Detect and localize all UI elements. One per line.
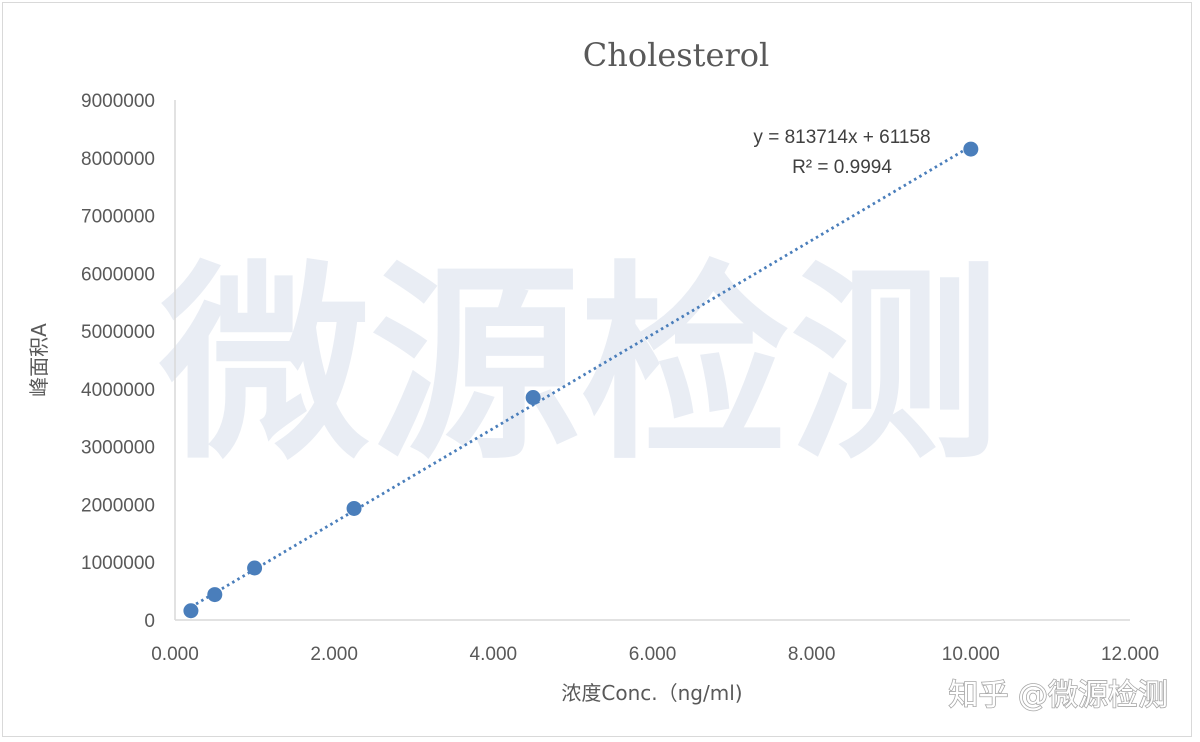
data-point <box>247 560 263 576</box>
x-axis-title: 浓度Conc.（ng/ml) <box>561 681 742 705</box>
y-tick-label: 4000000 <box>81 380 155 401</box>
x-tick-label: 2.000 <box>310 644 358 665</box>
y-tick-label: 7000000 <box>81 207 155 228</box>
x-tick-label: 0.000 <box>151 644 199 665</box>
y-tick-labels: 0 1000000 2000000 3000000 4000000 5000000 6000… <box>81 91 155 632</box>
data-points <box>183 141 979 619</box>
x-tick-label: 4.000 <box>470 644 518 665</box>
y-tick-label: 2000000 <box>81 495 155 516</box>
data-point <box>346 500 362 516</box>
y-tick-label: 3000000 <box>81 438 155 459</box>
x-tick-label: 10.000 <box>942 644 1000 665</box>
y-tick-label: 1000000 <box>81 553 155 574</box>
y-axis-title: 峰面积A <box>27 323 51 397</box>
data-point <box>525 390 541 406</box>
y-tick-label: 9000000 <box>81 91 155 112</box>
data-point <box>963 141 979 157</box>
trendline-equation: y = 813714x + 61158 <box>753 127 930 148</box>
x-tick-labels: 0.000 2.000 4.000 6.000 8.000 10.000 12.000 <box>151 644 1159 665</box>
y-tick-label: 8000000 <box>81 149 155 170</box>
x-tick-label: 8.000 <box>788 644 836 665</box>
data-point <box>183 603 199 619</box>
chart-title: Cholesterol <box>583 36 770 74</box>
x-tick-label: 6.000 <box>629 644 677 665</box>
y-tick-label: 0 <box>144 611 155 632</box>
y-tick-label: 6000000 <box>81 264 155 285</box>
data-point <box>207 587 223 603</box>
watermark: 微源检测 <box>159 243 1000 488</box>
trendline <box>190 145 972 609</box>
x-tick-label: 12.000 <box>1101 644 1159 665</box>
y-tick-label: 5000000 <box>81 322 155 343</box>
credit-watermark: 知乎 @微源检测 <box>948 678 1168 713</box>
trendline-r2: R² = 0.9994 <box>792 157 892 178</box>
